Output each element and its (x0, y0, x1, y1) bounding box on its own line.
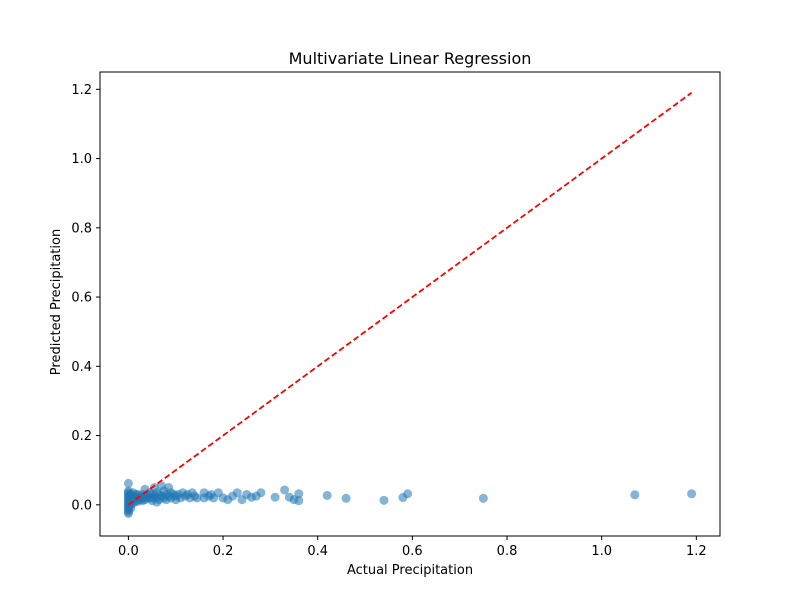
x-tick-label: 0.8 (497, 544, 518, 559)
scatter-point (630, 490, 640, 500)
x-tick-label: 0.2 (213, 544, 234, 559)
scatter-point (280, 485, 290, 495)
y-tick-label: 0.6 (71, 291, 92, 306)
chart-title: Multivariate Linear Regression (289, 49, 532, 68)
y-tick-label: 1.2 (71, 83, 92, 98)
scatter-point (687, 489, 697, 499)
x-tick-label: 0.6 (402, 544, 423, 559)
scatter-point (294, 496, 304, 506)
scatter-point (192, 493, 202, 503)
y-tick-label: 1.0 (71, 152, 92, 167)
y-tick-label: 0.2 (71, 429, 92, 444)
y-axis-label: Predicted Precipitation (49, 229, 64, 375)
x-tick-label: 1.2 (686, 544, 707, 559)
scatter-point (379, 495, 389, 505)
x-axis-label: Actual Precipitation (347, 563, 473, 578)
scatter-point (478, 493, 488, 503)
axes: 0.0 0.2 0.4 0.6 0.8 1.0 1.2 0.0 0.2 0.4 0.6 0.8 1.0 1… (71, 71, 721, 559)
scatter-point (232, 488, 242, 498)
x-tick-label: 0.4 (307, 544, 328, 559)
plot-marks (123, 92, 697, 518)
x-tick-label: 0.0 (118, 544, 139, 559)
scatter-point (403, 489, 413, 499)
scatter-point (256, 488, 266, 498)
y-tick-label: 0.4 (71, 360, 92, 375)
plot-frame (99, 71, 721, 537)
y-tick-label: 0.0 (71, 498, 92, 513)
scatter-point (270, 492, 280, 502)
y-tick-label: 0.8 (71, 221, 92, 236)
scatter-point (341, 493, 351, 503)
x-tick-label: 1.0 (591, 544, 612, 559)
scatter-point (123, 478, 133, 488)
reference-line (127, 92, 693, 506)
scatter-point (322, 490, 332, 500)
scatter-point (294, 489, 304, 499)
